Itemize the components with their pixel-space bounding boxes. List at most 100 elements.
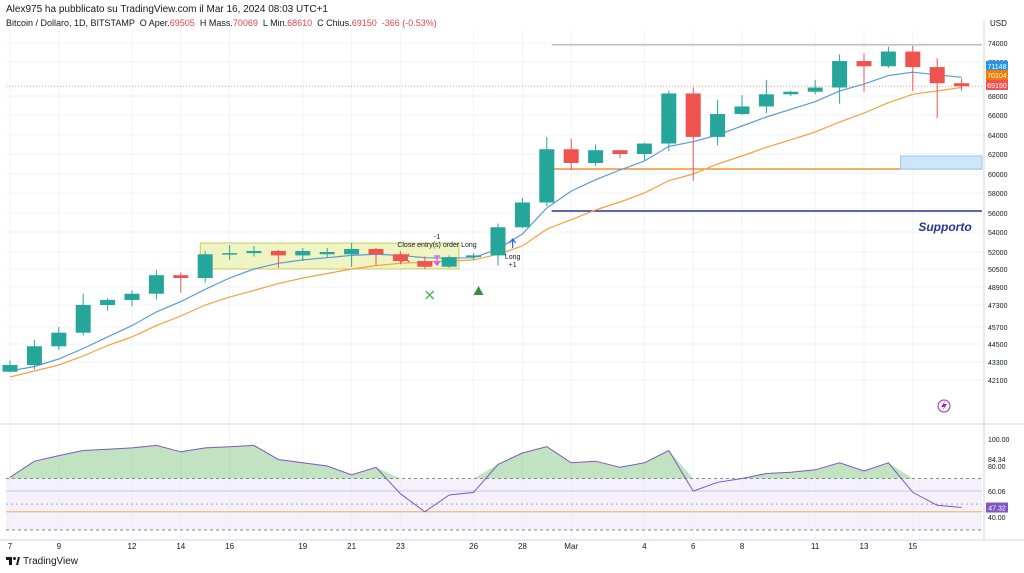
candle-body [368,249,384,255]
candle-body [417,261,433,267]
time-tick-label: 28 [518,542,527,551]
close-value: 69150 [351,18,377,28]
long-label: Long [505,254,521,261]
footer-brand[interactable]: TradingView [6,556,78,567]
price-tick-label: 50500 [988,267,1008,274]
long-entry-arrow-icon [509,238,517,248]
close-entry-label: Close entry(s) order Long [397,242,476,249]
time-tick-label: 19 [298,542,307,551]
price-tick-label: 47300 [988,303,1008,310]
published-by: Alex975 ha pubblicato su TradingView.com… [6,4,328,15]
candle-body [539,149,555,203]
support-zone-box [900,155,983,170]
time-tick-label: 4 [642,542,647,551]
rsi-overbought-fill [10,445,962,479]
candle-body [441,257,457,267]
candle-body [905,51,921,68]
candle-body [563,149,579,163]
ema-fast-line [9,71,962,372]
candle-body [197,254,213,278]
candle-body [734,106,750,115]
candle-body [954,83,970,87]
close-entry-qty: -1 [434,234,440,241]
currency-label: USD [990,19,1007,28]
ohlc-info: Bitcoin / Dollaro, 1D, BITSTAMP O Aper.6… [6,18,437,28]
rsi-tick-label: 60.06 [988,489,1006,496]
high-label: H [199,18,207,28]
price-tick-label: 43300 [988,360,1008,367]
rsi-tick-label: 100.00 [988,437,1010,444]
price-tick-label: 42100 [988,378,1008,385]
candle-body [612,150,628,154]
price-tick-label: 68000 [988,94,1008,101]
time-tick-label: 26 [469,542,478,551]
price-tick-label: 48900 [988,285,1008,292]
change-value: -366 (-0.53%) [381,18,437,28]
price-tick-label: 54000 [988,230,1008,237]
time-tick-label: 15 [908,542,917,551]
candle-body [270,251,286,256]
support-label: Supporto [918,220,971,234]
time-tick-label: Mar [564,542,578,551]
rsi-tick-label: 40.00 [988,515,1006,522]
footer-brand-label: TradingView [23,556,79,567]
candle-body [710,114,726,137]
time-tick-label: 12 [128,542,137,551]
candle-body [758,94,774,107]
time-tick-label: 16 [225,542,234,551]
rsi-tag-label: 47.32 [988,506,1006,513]
candle-body [856,61,872,67]
exit-cross-icon [400,253,410,263]
price-tick-label: 60000 [988,172,1008,179]
time-tick-label: 23 [396,542,405,551]
candle-body [929,67,945,84]
candle-body [319,252,335,255]
price-tick-label: 45700 [988,325,1008,332]
main-pane-bg [6,30,982,418]
time-tick-label: 8 [740,542,745,551]
open-label: O [139,18,147,28]
price-tick-label: 44500 [988,342,1008,349]
lightning-icon [937,399,951,413]
ema-slow-line [9,86,962,378]
candle-body [51,332,67,347]
candle-body [392,254,408,262]
candle-body [807,87,823,92]
time-tick-label: 6 [691,542,696,551]
time-tick-label: 21 [347,542,356,551]
candle-body [26,346,42,365]
long-qty: +1 [509,262,517,269]
candle-body [880,51,896,67]
rsi-tag [986,502,1008,513]
price-tick-label: 66000 [988,113,1008,120]
candle-body [661,93,677,144]
close-key: Chius. [326,18,352,28]
price-tick-label: 64000 [988,133,1008,140]
price-tag-label: 69150 [987,83,1007,90]
candle-body [222,253,238,255]
rsi-line [9,444,962,513]
open-key: Aper. [148,18,170,28]
candle-body [75,305,91,333]
candle-body [2,365,18,372]
time-tick-label: 13 [860,542,869,551]
low-label: L [262,18,268,28]
candle-body [490,227,506,256]
candle-body [514,202,530,228]
price-tick-label: 56000 [988,211,1008,218]
tradingview-logo-icon [6,557,20,566]
low-value: 68610 [287,18,313,28]
signal-cross-icon [425,290,435,300]
candle-body [148,275,164,294]
buy-signal-triangle-icon [473,286,484,295]
high-value: 70069 [232,18,258,28]
candle-body [832,61,848,88]
rsi-tick-label: 80.00 [988,464,1006,471]
candle-body [246,251,262,254]
candle-body [124,293,140,300]
low-key: Min. [270,18,288,28]
candle-body [783,91,799,95]
price-tag [986,61,1008,71]
open-value: 69505 [169,18,195,28]
